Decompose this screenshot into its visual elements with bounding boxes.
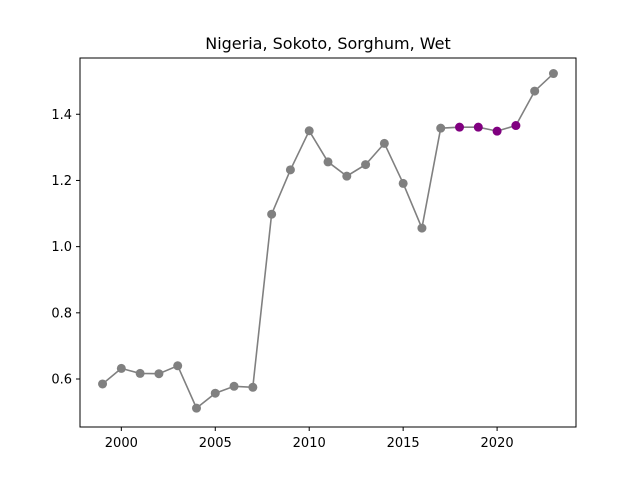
series-line	[101, 73, 555, 410]
y-tick-label: 1.4	[51, 108, 72, 123]
data-point	[361, 160, 371, 170]
x-tick-label: 2010	[293, 436, 326, 451]
data-point	[116, 363, 126, 373]
data-point	[342, 171, 352, 181]
data-point	[135, 368, 145, 378]
data-point	[530, 86, 540, 96]
data-point	[548, 69, 558, 79]
x-tick-label: 2015	[387, 436, 420, 451]
x-tick-label: 2005	[199, 436, 232, 451]
x-tick-label: 2020	[481, 436, 514, 451]
data-point	[398, 178, 408, 188]
data-point	[173, 361, 183, 371]
y-tick-label: 0.6	[51, 373, 72, 388]
data-point	[191, 403, 201, 413]
highlighted-data-point	[511, 121, 521, 131]
data-point	[154, 369, 164, 379]
data-point	[436, 123, 446, 133]
data-point	[229, 381, 239, 391]
data-point	[98, 379, 108, 389]
data-point	[267, 209, 277, 219]
data-point	[248, 382, 258, 392]
chart-title: Nigeria, Sokoto, Sorghum, Wet	[205, 34, 451, 53]
x-axis: 2000 2005 2010 2015 2020	[105, 427, 514, 451]
data-point	[285, 165, 295, 175]
highlighted-data-point	[492, 126, 502, 136]
y-tick-label: 1.0	[51, 240, 72, 255]
data-point	[323, 157, 333, 167]
plot-area	[79, 57, 577, 428]
data-point	[417, 223, 427, 233]
y-axis: 0.6 0.8 1.0 1.2 1.4	[51, 108, 80, 388]
y-tick-label: 1.2	[51, 174, 72, 189]
data-point	[210, 388, 220, 398]
highlighted-data-point	[455, 122, 465, 132]
data-points	[98, 69, 558, 413]
data-point	[379, 138, 389, 148]
highlighted-data-point	[473, 122, 483, 132]
x-tick-label: 2000	[105, 436, 138, 451]
y-tick-label: 0.8	[51, 306, 72, 321]
data-point	[304, 126, 314, 136]
